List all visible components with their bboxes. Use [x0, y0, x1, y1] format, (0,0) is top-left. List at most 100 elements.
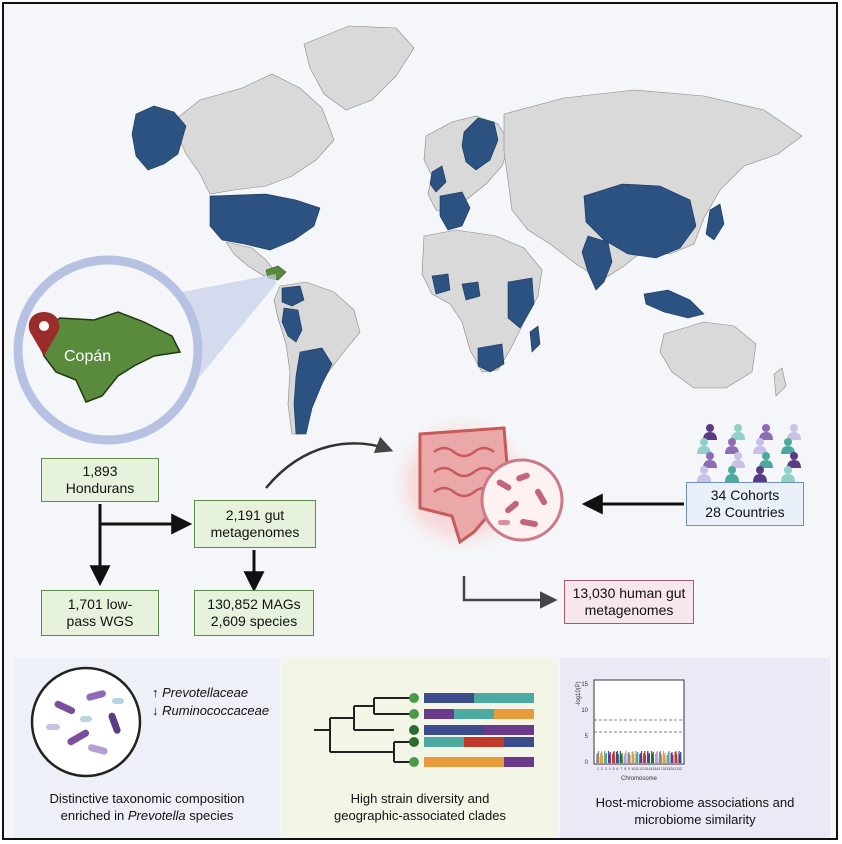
manhattan-point — [609, 757, 611, 763]
manhattan-point — [604, 751, 606, 763]
person-body — [759, 460, 773, 468]
ytick-5: 5 — [585, 734, 589, 740]
manhattan-point — [644, 755, 647, 763]
uk — [429, 165, 447, 193]
honduras-shape-icon — [35, 311, 182, 403]
manhattan-point — [651, 755, 653, 763]
new-zealand — [773, 367, 787, 397]
species-count: 2,609 species — [210, 613, 298, 629]
person-icon — [706, 424, 714, 432]
manhattan-point — [652, 757, 654, 763]
up-taxon: Prevotellaceae — [162, 685, 249, 700]
person-body — [781, 474, 795, 482]
alaska — [131, 105, 187, 171]
person-body — [759, 432, 773, 440]
person-icon — [706, 452, 714, 460]
person-icon — [756, 438, 764, 446]
manhattan-point — [674, 757, 676, 763]
manhattan-point — [654, 759, 657, 763]
gut-metagenomes-box: 2,191 gut metagenomes — [194, 500, 316, 548]
manhattan-point — [664, 758, 666, 763]
copan-label: Copán — [64, 348, 111, 365]
bacteria-dish-icon — [30, 666, 142, 778]
manhattan-plot: -log10(P) 15 10 5 0 1 2 3 4 5 6 7 8 9 10 11 12 13 14 1… — [576, 679, 685, 782]
taxonomy-panel: ↑ Prevotellaceae ↓ Ruminococcaceae Disti… — [14, 658, 280, 838]
cohorts-count: 34 Cohorts — [710, 487, 780, 503]
manhattan-ylabel: -log10(P) — [576, 681, 582, 706]
manhattan-point — [597, 758, 599, 763]
manhattan-point — [623, 760, 625, 763]
metagenomes-count: 2,191 gut — [225, 507, 285, 523]
africa — [421, 229, 543, 373]
person-body — [781, 446, 795, 454]
person-icon — [762, 424, 770, 432]
human-gut-box: 13,030 human gut metagenomes — [564, 580, 694, 624]
xtick-label: 15 — [651, 767, 655, 771]
manhattan-point — [672, 755, 674, 763]
manhattan-point — [628, 757, 630, 763]
manhattan-point — [605, 753, 607, 763]
xtick-label: 8 — [624, 767, 626, 771]
person-icon — [784, 438, 792, 446]
manhattan-point — [644, 760, 647, 763]
xtick-label: 7 — [620, 767, 622, 771]
manhattan-point — [678, 761, 680, 763]
manhattan-point — [600, 758, 602, 763]
wgs-count: 1,701 low- — [67, 596, 133, 612]
manhattan-point — [632, 761, 634, 763]
ytick-15: 15 — [581, 682, 588, 688]
manhattan-point — [617, 754, 619, 763]
manhattan-point — [613, 756, 615, 763]
manhattan-point — [608, 759, 611, 763]
manhattan-point — [601, 755, 604, 763]
asia — [503, 89, 803, 281]
person-icon — [700, 466, 708, 474]
manhattan-point — [654, 754, 657, 763]
strain-caption-1: High strain diversity and — [350, 791, 490, 806]
strain-panel: High strain diversity and geographic-ass… — [282, 658, 558, 838]
manhattan-point — [615, 752, 618, 763]
manhattan-point — [620, 755, 622, 763]
person-icon — [734, 452, 742, 460]
manhattan-point — [671, 757, 673, 763]
xtick-label: 19 — [666, 767, 670, 771]
xtick-label: 3 — [605, 767, 607, 771]
manhattan-xlabel: Chromosome — [621, 776, 658, 782]
person-icon — [784, 466, 792, 474]
up-taxon-line: ↑ Prevotellaceae — [152, 685, 249, 700]
australia — [659, 321, 757, 389]
manhattan-point — [662, 756, 665, 763]
person-icon — [790, 452, 798, 460]
xtick-label: 18 — [663, 767, 667, 771]
west-africa — [431, 273, 451, 295]
xtick-label: 6 — [617, 767, 619, 771]
manhattan-point — [635, 756, 637, 763]
phylogenetic-tree-icon — [314, 693, 534, 767]
down-taxon-line: ↓ Ruminococcaceae — [152, 703, 270, 718]
graphical-abstract-canvas: Copán — [13, 25, 803, 609]
person-icon — [790, 424, 798, 432]
host-caption-2: microbiome similarity — [634, 812, 756, 827]
manhattan-point — [675, 756, 677, 763]
manhattan-point — [676, 759, 678, 763]
manhattan-point — [632, 756, 634, 763]
human-gut-label: metagenomes — [584, 602, 674, 618]
peru — [281, 307, 303, 343]
manhattan-point — [663, 755, 665, 763]
person-body — [731, 460, 745, 468]
manhattan-point — [667, 753, 669, 763]
manhattan-point — [639, 754, 641, 763]
manhattan-point — [611, 759, 614, 763]
manhattan-point — [656, 761, 658, 763]
manhattan-point — [675, 761, 677, 763]
person-body — [703, 460, 717, 468]
west-europe — [439, 191, 471, 231]
manhattan-point — [613, 761, 615, 763]
manhattan-point — [668, 751, 670, 763]
cohorts-box: 34 Cohorts 28 Countries — [686, 482, 804, 526]
manhattan-point — [660, 754, 662, 763]
xtick-label: 13 — [643, 767, 647, 771]
location-pin-icon — [28, 312, 60, 356]
metagenomes-label: metagenomes — [210, 524, 300, 540]
